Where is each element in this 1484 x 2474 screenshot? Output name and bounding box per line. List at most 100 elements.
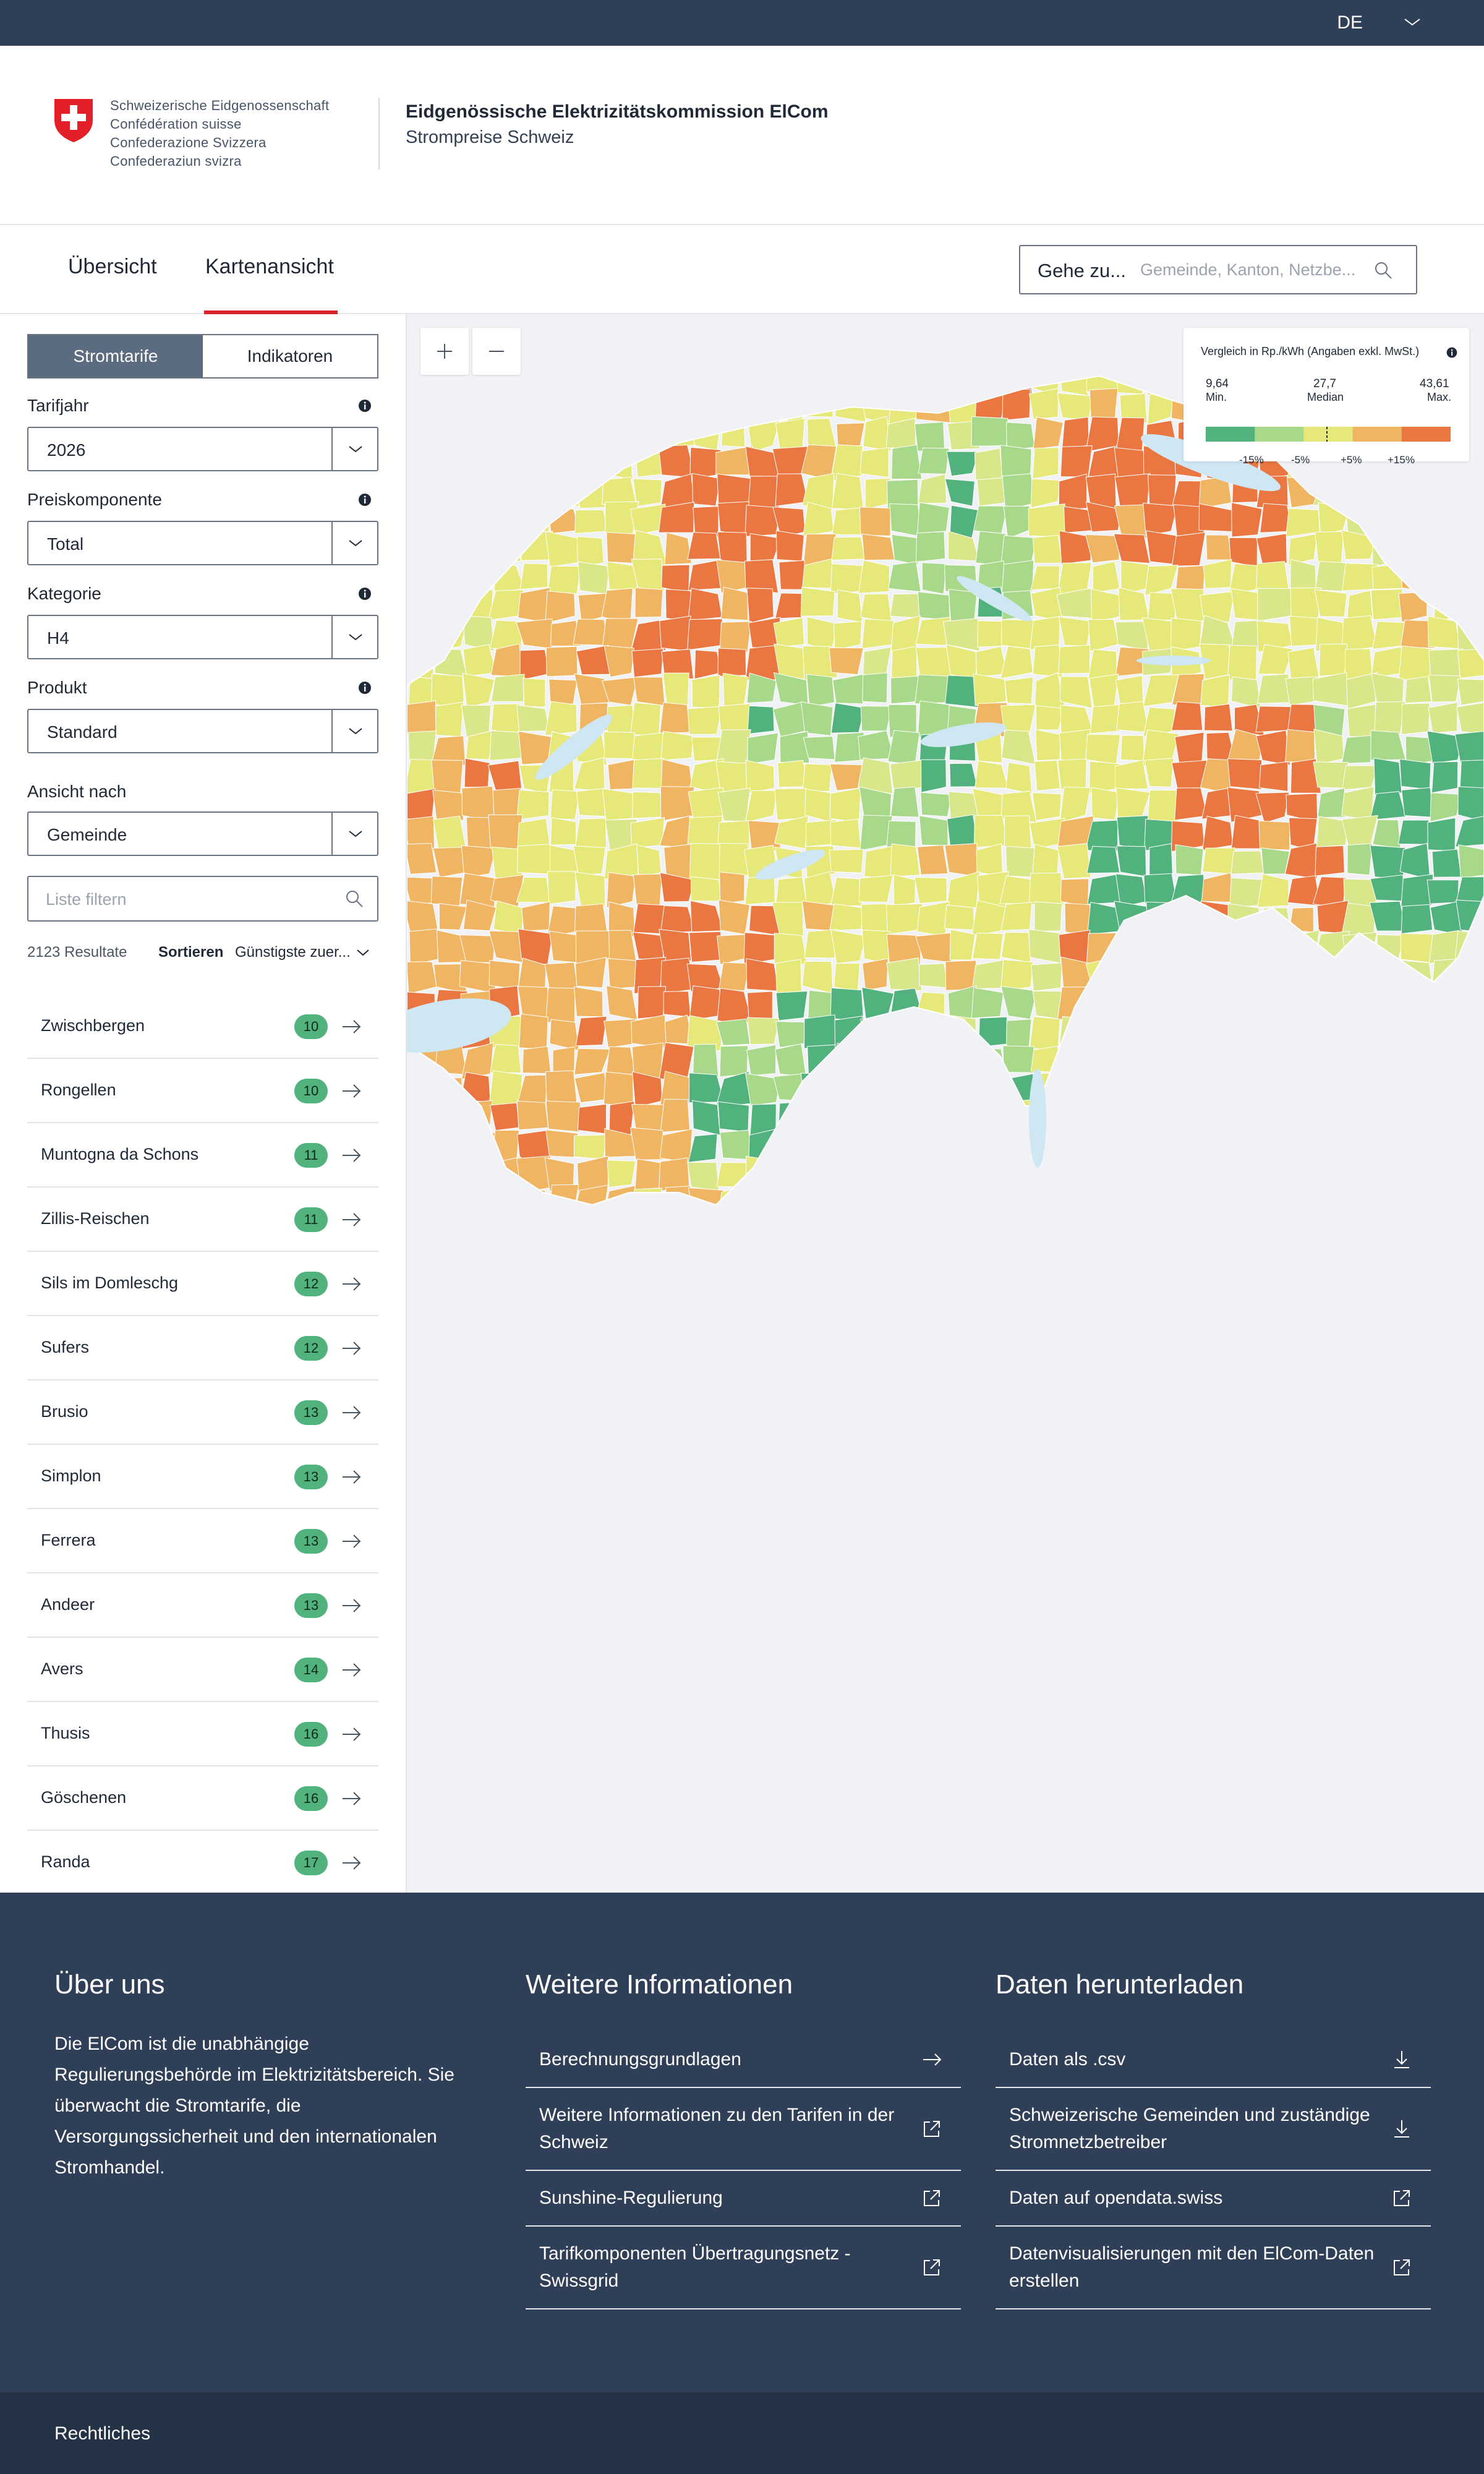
zoom-out-button[interactable] <box>472 328 521 375</box>
view-by-select[interactable]: Gemeinde <box>27 811 378 856</box>
arrow-right-icon[interactable] <box>341 1791 362 1807</box>
municipality-choropleth-map[interactable] <box>407 339 1484 1570</box>
swiss-crest-icon[interactable] <box>53 96 94 143</box>
municipality-cell <box>1086 845 1120 874</box>
municipality-cell <box>545 1100 581 1132</box>
arrow-right-icon[interactable] <box>341 1598 362 1614</box>
footer-link[interactable]: Datenvisualisierungen mit den ElCom-Date… <box>996 2227 1431 2309</box>
municipality-cell <box>462 672 495 708</box>
arrow-right-icon[interactable] <box>341 1147 362 1163</box>
municipality-cells[interactable] <box>407 359 1484 1221</box>
municipality-cell <box>971 376 1005 395</box>
municipality-cell <box>574 818 607 850</box>
municipality-cell <box>631 648 664 678</box>
category-select[interactable]: H4 <box>27 615 378 659</box>
chevron-down-icon[interactable] <box>346 828 365 840</box>
footer-link[interactable]: Sunshine-Regulierung <box>526 2171 961 2227</box>
tab-overview[interactable]: Übersicht <box>68 255 157 278</box>
arrow-right-icon[interactable] <box>341 1726 362 1742</box>
result-row[interactable]: Ferrera 13 <box>27 1509 378 1573</box>
result-row[interactable]: Sufers 12 <box>27 1316 378 1380</box>
chevron-down-icon[interactable] <box>346 443 365 455</box>
result-row[interactable]: Rongellen 10 <box>27 1059 378 1123</box>
municipality-cell <box>688 559 722 591</box>
site-header: Schweizerische Eidgenossenschaft Confédé… <box>0 46 1484 225</box>
arrow-right-icon[interactable] <box>341 1276 362 1292</box>
goto-search-input[interactable] <box>1140 257 1363 282</box>
chevron-down-icon[interactable] <box>355 948 371 957</box>
municipality-cell <box>1141 1127 1172 1157</box>
result-row[interactable]: Randa 17 <box>27 1831 378 1895</box>
municipality-cell <box>606 1046 636 1076</box>
municipality-cell <box>1228 563 1261 595</box>
municipality-cell <box>607 1160 636 1188</box>
chevron-down-icon[interactable] <box>346 725 365 737</box>
language-selector[interactable]: DE <box>1337 12 1363 33</box>
list-filter-box[interactable] <box>27 876 378 922</box>
segment-electricity-tariffs[interactable]: Stromtarife <box>28 335 203 377</box>
municipality-cell <box>1030 478 1063 508</box>
result-row[interactable]: Simplon 13 <box>27 1445 378 1509</box>
result-row[interactable]: Sils im Domleschg 12 <box>27 1252 378 1316</box>
footer-link[interactable]: Schweizerische Gemeinden und zuständige … <box>996 2088 1431 2171</box>
footer-link[interactable]: Tarifkomponenten Übertragungsnetz - Swis… <box>526 2227 961 2309</box>
tariff-year-select[interactable]: 2026 <box>27 427 378 471</box>
municipality-cell <box>974 760 1009 789</box>
footer-link[interactable]: Weitere Informationen zu den Tarifen in … <box>526 2088 961 2171</box>
tab-map-view[interactable]: Kartenansicht <box>205 255 334 278</box>
municipality-cell <box>915 531 946 563</box>
municipality-cell <box>946 451 979 477</box>
goto-search-box[interactable]: Gehe zu... <box>1019 245 1417 294</box>
arrow-right-icon[interactable] <box>341 1083 362 1099</box>
chevron-down-icon[interactable] <box>1401 16 1423 28</box>
legal-link[interactable]: Rechtliches <box>54 2423 151 2444</box>
municipality-cell <box>574 509 610 534</box>
result-row[interactable]: Zwischbergen 10 <box>27 995 378 1059</box>
municipality-cell <box>1457 958 1484 988</box>
footer-link[interactable]: Berechnungsgrundlagen <box>526 2032 961 2088</box>
arrow-right-icon[interactable] <box>341 1469 362 1485</box>
info-icon[interactable] <box>357 492 372 507</box>
arrow-right-icon[interactable] <box>341 1212 362 1228</box>
info-icon[interactable] <box>357 586 372 601</box>
municipality-cell <box>915 1103 949 1134</box>
search-icon[interactable] <box>344 888 365 909</box>
search-icon[interactable] <box>1373 260 1394 281</box>
footer-link[interactable]: Daten als .csv <box>996 2032 1431 2088</box>
sort-select[interactable]: Günstigste zuer... <box>235 944 351 961</box>
list-filter-input[interactable] <box>46 887 330 912</box>
info-icon[interactable] <box>357 680 372 695</box>
municipality-cell <box>687 532 721 560</box>
info-icon[interactable] <box>357 398 372 413</box>
municipality-cell <box>1000 729 1036 765</box>
product-select[interactable]: Standard <box>27 709 378 753</box>
chevron-down-icon[interactable] <box>346 631 365 643</box>
arrow-right-icon[interactable] <box>341 1533 362 1549</box>
federal-line-fr: Confédération suisse <box>110 116 242 132</box>
result-row[interactable]: Andeer 13 <box>27 1573 378 1638</box>
arrow-right-icon[interactable] <box>341 1662 362 1678</box>
arrow-right-icon[interactable] <box>341 1405 362 1421</box>
municipality-cell <box>521 477 553 510</box>
result-row[interactable]: Brusio 13 <box>27 1380 378 1445</box>
result-row[interactable]: Zillis-Reischen 11 <box>27 1188 378 1252</box>
result-row[interactable]: Thusis 16 <box>27 1702 378 1766</box>
arrow-right-icon[interactable] <box>341 1340 362 1356</box>
result-row[interactable]: Muntogna da Schons 11 <box>27 1123 378 1188</box>
price-component-select[interactable]: Total <box>27 521 378 565</box>
chevron-down-icon[interactable] <box>346 537 365 549</box>
municipality-cell <box>1258 1098 1291 1134</box>
map-view[interactable]: Vergleich in Rp./kWh (Angaben exkl. MwSt… <box>407 314 1484 1893</box>
municipality-cell <box>745 1155 774 1193</box>
segment-indicators[interactable]: Indikatoren <box>203 335 377 377</box>
footer-link[interactable]: Daten auf opendata.swiss <box>996 2171 1431 2227</box>
zoom-in-button[interactable] <box>420 328 469 375</box>
info-icon[interactable] <box>1446 346 1458 359</box>
municipality-cell <box>718 899 751 935</box>
arrow-right-icon[interactable] <box>341 1019 362 1035</box>
result-row[interactable]: Avers 14 <box>27 1638 378 1702</box>
municipality-name: Avers <box>41 1659 83 1678</box>
arrow-right-icon[interactable] <box>341 1855 362 1871</box>
municipality-cell <box>1430 562 1462 594</box>
result-row[interactable]: Göschenen 16 <box>27 1766 378 1831</box>
